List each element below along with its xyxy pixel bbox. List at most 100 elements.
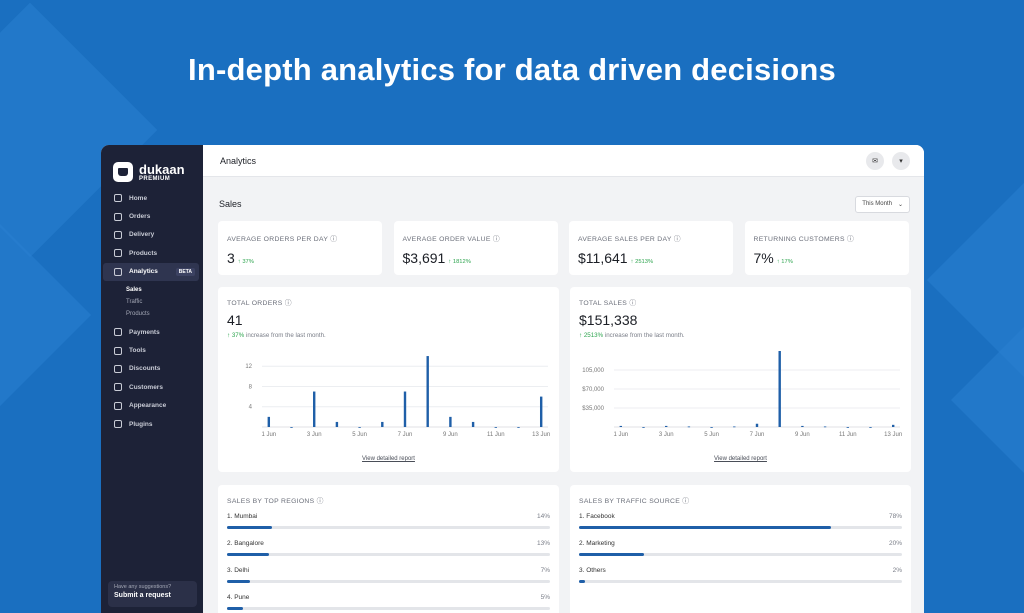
kpi-card: AVERAGE SALES PER DAY ⓘ $11,641 ↑ 2513%	[569, 221, 733, 275]
sidebar-item-label: Payments	[129, 328, 160, 336]
sidebar-nav: Home Orders Delivery Products Analytics BETA S…	[101, 189, 203, 433]
orders-view-report-link[interactable]: View detailed report	[362, 456, 415, 462]
x-tick-label: 1 Jun	[613, 432, 628, 438]
bar	[755, 423, 759, 427]
period-select[interactable]: This Month ⌄	[855, 195, 910, 213]
sidebar-item-customers[interactable]: Customers	[103, 378, 199, 396]
sidebar-item-delivery[interactable]: Delivery	[103, 226, 199, 244]
x-tick-label: 5 Jun	[704, 432, 719, 438]
sidebar: dukaan PREMIUM Home Orders Delivery Product…	[101, 145, 203, 613]
x-tick-label: 13 Jun	[532, 432, 550, 438]
progress-track	[579, 553, 902, 556]
brand-name: dukaan	[139, 161, 185, 177]
row-percent: 14%	[536, 513, 550, 520]
progress-row: 3. Others 2%	[579, 567, 902, 583]
total-sales-label: TOTAL SALES ⓘ	[579, 300, 637, 307]
kpi-card: AVERAGE ORDERS PER DAY ⓘ 3 ↑ 37%	[218, 221, 382, 275]
progress-track	[227, 580, 550, 583]
bar	[449, 416, 452, 427]
row-name: 4. Pune	[227, 594, 250, 601]
progress-track	[579, 526, 902, 529]
sidebar-item-tools[interactable]: Tools	[103, 341, 199, 359]
progress-row: 2. Bangalore 13%	[227, 540, 550, 556]
kpi-label: AVERAGE ORDER VALUE ⓘ	[402, 236, 500, 243]
kpi-label: AVERAGE ORDERS PER DAY ⓘ	[227, 236, 338, 243]
bar	[891, 424, 895, 427]
bar	[403, 391, 407, 427]
progress-fill	[579, 553, 644, 556]
sidebar-item-home[interactable]: Home	[103, 189, 199, 207]
y-tick-label: 4	[249, 405, 253, 411]
row-name: 2. Marketing	[579, 540, 615, 547]
y-tick-label: $35,000	[582, 406, 604, 412]
x-tick-label: 9 Jun	[443, 432, 458, 438]
kpi-label: RETURNING CUSTOMERS ⓘ	[753, 236, 855, 243]
x-tick-label: 13 Jun	[884, 432, 902, 438]
row-name: 1. Mumbai	[227, 513, 258, 520]
feedback-icon[interactable]: ✉	[866, 151, 884, 170]
orders-bar-chart: 4 8 12 1 Jun 3 Jun 5 Jun 7 Jun 9 Jun 11 Jun 13 Ju…	[245, 356, 550, 438]
sidebar-item-orders[interactable]: Orders	[103, 207, 199, 225]
bar	[426, 356, 429, 427]
discount-icon	[114, 364, 122, 373]
total-sales-value: $151,338	[579, 312, 638, 328]
chevron-down-icon: ⌄	[897, 201, 903, 208]
chevron-down-icon[interactable]: ▾	[892, 151, 910, 170]
row-name: 3. Others	[579, 567, 606, 574]
truck-icon	[114, 230, 122, 239]
sidebar-item-analytics[interactable]: Analytics BETA	[103, 262, 199, 281]
traffic-source-card: SALES BY TRAFFIC SOURCE ⓘ 1. Facebook 78%…	[570, 485, 911, 613]
bar	[823, 426, 827, 428]
bar	[687, 426, 691, 428]
bar	[665, 425, 668, 427]
row-name: 3. Delhi	[227, 567, 250, 574]
x-tick-label: 11 Jun	[487, 432, 505, 438]
y-tick-label: $70,000	[582, 387, 604, 393]
y-tick-label: 105,000	[582, 368, 604, 374]
suggestion-box[interactable]: Have any suggestions? Submit a request	[108, 581, 197, 607]
sidebar-item-discounts[interactable]: Discounts	[103, 360, 199, 378]
sidebar-item-label: Delivery	[129, 231, 155, 239]
customers-icon	[114, 383, 122, 392]
sidebar-item-label: Products	[129, 249, 158, 257]
sales-view-report-link[interactable]: View detailed report	[714, 456, 767, 462]
progress-row: 3. Delhi 7%	[227, 567, 550, 583]
progress-row: 4. Pune 5%	[227, 594, 550, 610]
sidebar-item-label: Orders	[129, 213, 151, 221]
sidebar-item-appearance[interactable]: Appearance	[103, 397, 199, 415]
total-orders-label: TOTAL ORDERS ⓘ	[227, 300, 292, 307]
sidebar-item-products[interactable]: Products	[103, 244, 199, 262]
subnav-item-products[interactable]: Products	[126, 310, 150, 317]
kpi-change: ↑ 37%	[237, 259, 254, 265]
bar	[801, 425, 804, 427]
main-content: Analytics ✉ ▾ Sales This Month ⌄ AVERAGE…	[203, 145, 924, 613]
kpi-value: $3,691 ↑ 1812%	[402, 250, 471, 266]
progress-fill	[227, 553, 269, 556]
subnav-item-traffic[interactable]: Traffic	[126, 298, 143, 305]
sidebar-item-payments[interactable]: Payments	[103, 323, 199, 341]
progress-track	[579, 580, 902, 583]
subnav-item-sales[interactable]: Sales	[126, 286, 142, 293]
palette-icon	[114, 401, 122, 410]
x-tick-label: 3 Jun	[307, 432, 322, 438]
progress-fill	[579, 580, 586, 583]
app-window: dukaan PREMIUM Home Orders Delivery Product…	[101, 145, 924, 613]
bar	[846, 427, 849, 428]
top-regions-card: SALES BY TOP REGIONS ⓘ 1. Mumbai 14% 2. Ba…	[218, 485, 559, 613]
row-percent: 7%	[540, 567, 550, 574]
submit-request-link[interactable]: Submit a request	[114, 592, 171, 599]
sidebar-item-plugins[interactable]: Plugins	[103, 415, 199, 433]
kpi-value: 7% ↑ 17%	[753, 250, 793, 266]
cursor-icon	[114, 346, 122, 355]
total-sales-card: TOTAL SALES ⓘ $151,338 ↑ 2513% increase …	[570, 287, 911, 472]
traffic-source-label: SALES BY TRAFFIC SOURCE ⓘ	[579, 498, 690, 505]
topbar: Analytics ✉ ▾	[203, 145, 924, 177]
hero-title: In-depth analytics for data driven decis…	[188, 52, 836, 87]
row-percent: 5%	[540, 594, 550, 601]
y-tick-label: 8	[249, 384, 253, 390]
bar	[869, 427, 872, 428]
progress-fill	[227, 580, 250, 583]
brand-logo[interactable]: dukaan PREMIUM	[101, 145, 203, 187]
progress-track	[227, 553, 550, 556]
progress-fill	[227, 526, 273, 529]
